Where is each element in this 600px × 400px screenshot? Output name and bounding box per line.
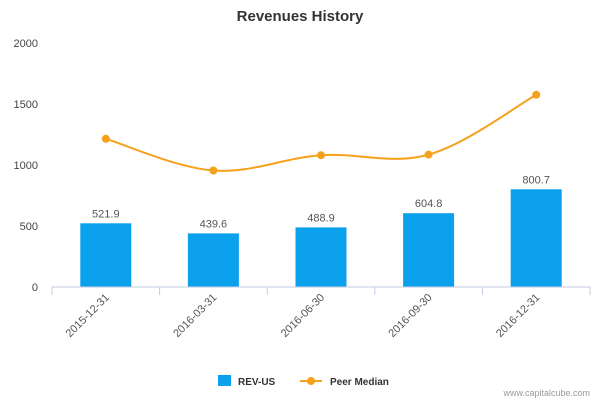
credit-text: www.capitalcube.com (502, 388, 590, 398)
x-tick-label: 2016-09-30 (386, 292, 434, 340)
bar-data-label: 439.6 (200, 218, 228, 230)
bar-data-labels: 521.9 439.6 488.9 604.8 800.7 (92, 174, 550, 230)
y-axis: 0 500 1000 1500 2000 (14, 38, 38, 294)
y-tick-label: 1500 (14, 99, 38, 111)
bar-rev-us (187, 233, 239, 287)
peer-median-point (532, 90, 541, 99)
peer-median-point (424, 150, 433, 159)
x-tick-label: 2016-12-31 (494, 292, 542, 340)
legend-marker-peer-median (307, 377, 315, 385)
legend-label-peer-median: Peer Median (330, 377, 389, 388)
bar-data-label: 800.7 (522, 174, 550, 186)
bar-rev-us (80, 223, 132, 287)
x-tick-label: 2016-06-30 (279, 292, 327, 340)
peer-median-point (317, 151, 325, 160)
legend: REV-US Peer Median (218, 375, 389, 388)
bar-rev-us (295, 227, 347, 287)
bar-series-rev-us (80, 189, 562, 287)
peer-median-line (105, 93, 537, 172)
y-tick-label: 2000 (14, 38, 38, 50)
line-series-peer-median (101, 90, 541, 175)
bar-data-label: 604.8 (415, 198, 443, 210)
x-tick-label: 2015-12-31 (64, 292, 112, 340)
bar-data-label: 521.9 (92, 208, 120, 220)
legend-label-rev-us: REV-US (238, 377, 276, 388)
peer-median-point (209, 166, 218, 175)
y-tick-label: 0 (32, 282, 38, 294)
bar-data-label: 488.9 (307, 212, 335, 224)
legend-swatch-rev-us (218, 375, 231, 386)
x-axis-ticks (51, 287, 591, 295)
x-axis-labels: 2015-12-31 2016-03-31 2016-06-30 2016-09-30… (64, 292, 543, 340)
y-tick-label: 1000 (14, 160, 38, 172)
peer-median-point (101, 134, 110, 143)
y-tick-label: 500 (20, 221, 38, 233)
x-tick-label: 2016-03-31 (171, 292, 219, 340)
bar-rev-us (510, 189, 562, 287)
bar-rev-us (403, 213, 455, 287)
chart-title: Revenues History (237, 8, 364, 25)
